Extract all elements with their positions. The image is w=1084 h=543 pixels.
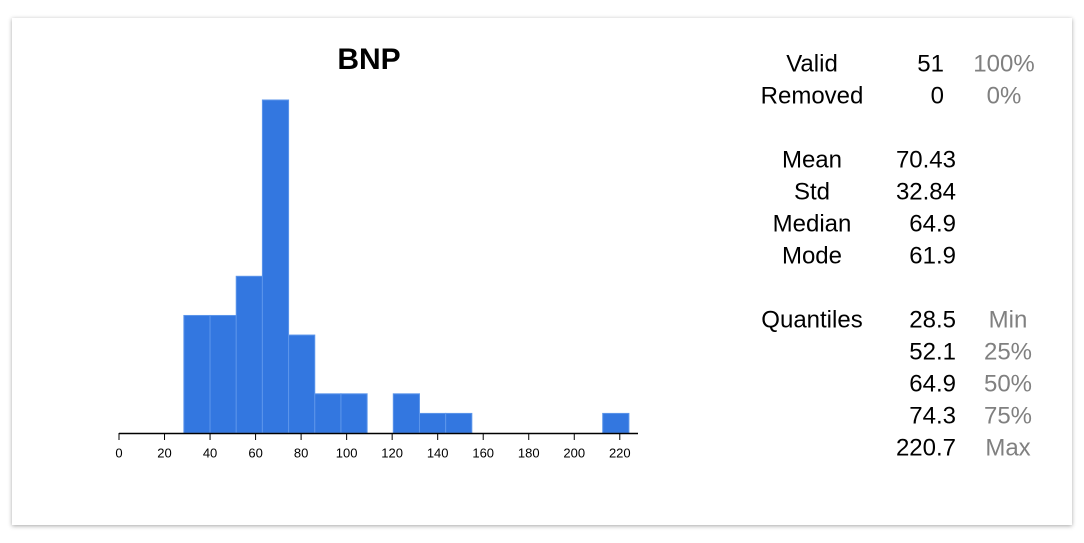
stat-label: Std (794, 178, 830, 205)
stat-label: Mean (782, 146, 842, 173)
bar (602, 412, 630, 434)
stat-pct: 75% (984, 402, 1032, 429)
stat-value: 0 (931, 82, 944, 109)
stat-value: 64.9 (909, 370, 956, 397)
bar (445, 412, 473, 434)
x-tick-label: 0 (115, 445, 122, 460)
stat-value: 32.84 (896, 178, 956, 205)
stat-pct: 0% (987, 82, 1022, 109)
x-tick-label: 120 (381, 445, 403, 460)
stat-label: Valid (786, 50, 838, 77)
x-tick-label: 160 (472, 445, 494, 460)
stat-label: Median (773, 210, 852, 237)
stat-value: 70.43 (896, 146, 956, 173)
stat-value: 64.9 (909, 210, 956, 237)
stat-value: 74.3 (909, 402, 956, 429)
stat-value: 220.7 (896, 434, 956, 461)
bar (288, 334, 316, 434)
bar (235, 275, 263, 434)
x-tick-label: 100 (336, 445, 358, 460)
bar (261, 99, 290, 434)
bar (314, 393, 342, 434)
stat-value: 28.5 (909, 306, 956, 333)
x-tick-label: 220 (609, 445, 631, 460)
bar (418, 412, 447, 434)
x-tick-label: 180 (518, 445, 540, 460)
stat-pct: Max (985, 434, 1030, 461)
x-tick-label: 140 (427, 445, 449, 460)
x-tick-label: 80 (294, 445, 308, 460)
stat-pct: 50% (984, 370, 1032, 397)
bar (392, 393, 420, 434)
x-tick-label: 200 (563, 445, 585, 460)
stat-pct: Min (989, 306, 1028, 333)
x-tick-label: 60 (248, 445, 262, 460)
stat-label: Mode (782, 242, 842, 269)
stat-label: Quantiles (761, 306, 862, 333)
stat-value: 51 (917, 50, 944, 77)
stat-pct: 100% (973, 50, 1034, 77)
stat-pct: 25% (984, 338, 1032, 365)
bar (209, 314, 237, 434)
bar (183, 314, 211, 434)
stat-label: Removed (761, 82, 864, 109)
x-tick-label: 20 (157, 445, 171, 460)
stat-value: 52.1 (909, 338, 956, 365)
bar (340, 393, 368, 434)
x-tick-label: 40 (203, 445, 217, 460)
card (12, 18, 1072, 525)
chart-title: BNP (337, 43, 400, 76)
stat-value: 61.9 (909, 242, 956, 269)
